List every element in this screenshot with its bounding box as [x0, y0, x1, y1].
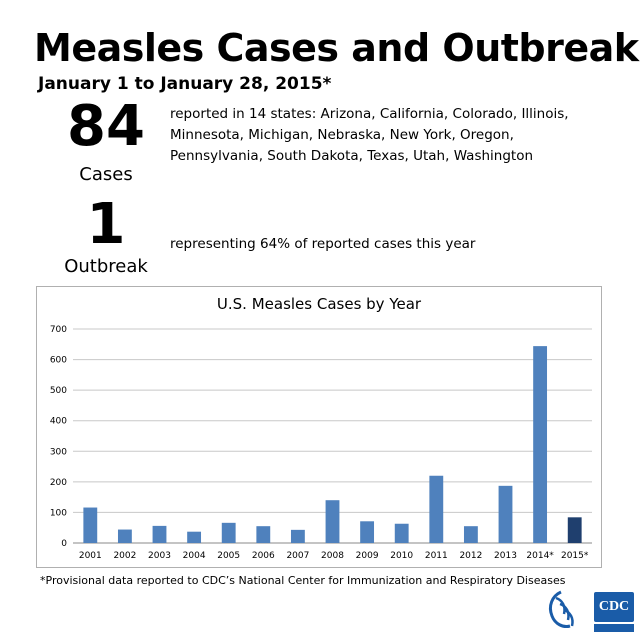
x-tick-label: 2013: [494, 551, 517, 561]
bar: [463, 526, 478, 543]
bar: [221, 522, 236, 543]
x-tick-label: 2011: [425, 551, 448, 561]
x-tick-label: 2008: [321, 551, 344, 561]
bar: [498, 485, 513, 543]
x-tick-label: 2004: [183, 551, 206, 561]
y-tick-label: 100: [50, 508, 67, 518]
y-tick-label: 300: [50, 447, 67, 457]
x-tick-label: 2006: [252, 551, 275, 561]
bar: [394, 523, 409, 543]
bar: [290, 529, 305, 543]
bar: [429, 475, 444, 543]
bar-chart: 0 100 200 300 400 500 600 700 2001 2002 2003 2004 20…: [50, 325, 592, 561]
cdc-logo: CDC: [594, 592, 634, 622]
x-tick-label: 2001: [79, 551, 102, 561]
cases-number: 84: [67, 94, 145, 159]
x-tick-label: 2012: [459, 551, 482, 561]
outbreak-number: 1: [86, 192, 126, 257]
x-tick-label: 2010: [390, 551, 413, 561]
logo-area: CDC: [538, 588, 634, 634]
x-tick-label: 2007: [286, 551, 309, 561]
y-tick-label: 700: [50, 325, 67, 335]
outbreak-description: representing 64% of reported cases this …: [170, 236, 476, 252]
y-tick-label: 600: [50, 356, 67, 366]
outbreak-label: Outbreak: [64, 256, 148, 277]
bar: [152, 525, 167, 543]
x-tick-label: 2014*: [526, 551, 554, 561]
x-tick-label: 2003: [148, 551, 171, 561]
y-tick-label: 500: [50, 386, 67, 396]
page-subtitle: January 1 to January 28, 2015*: [38, 74, 332, 94]
hhs-eagle-icon: [548, 590, 574, 628]
y-tick-label: 0: [61, 539, 67, 549]
cases-label: Cases: [79, 164, 133, 185]
cases-description: reported in 14 states: Arizona, Californ…: [170, 106, 569, 164]
bar: [117, 529, 132, 543]
x-tick-label: 2009: [356, 551, 379, 561]
bar: [187, 531, 202, 543]
bar: [83, 507, 98, 543]
x-tick-label: 2005: [217, 551, 240, 561]
x-tick-label: 2002: [113, 551, 136, 561]
bar: [325, 500, 340, 543]
page-title: Measles Cases and Outbreaks: [34, 26, 640, 70]
cdc-logo-bar: [594, 624, 634, 632]
footnote: *Provisional data reported to CDC’s Nati…: [40, 574, 566, 587]
bar: [256, 526, 271, 543]
bar: [533, 346, 548, 543]
bar: [567, 517, 582, 543]
bar: [360, 521, 375, 543]
y-tick-label: 400: [50, 417, 67, 427]
x-tick-label: 2015*: [561, 551, 589, 561]
y-tick-label: 200: [50, 478, 67, 488]
chart-title: U.S. Measles Cases by Year: [216, 295, 422, 313]
chart-container: U.S. Measles Cases by Year 0 100 200 300 400…: [36, 286, 602, 568]
